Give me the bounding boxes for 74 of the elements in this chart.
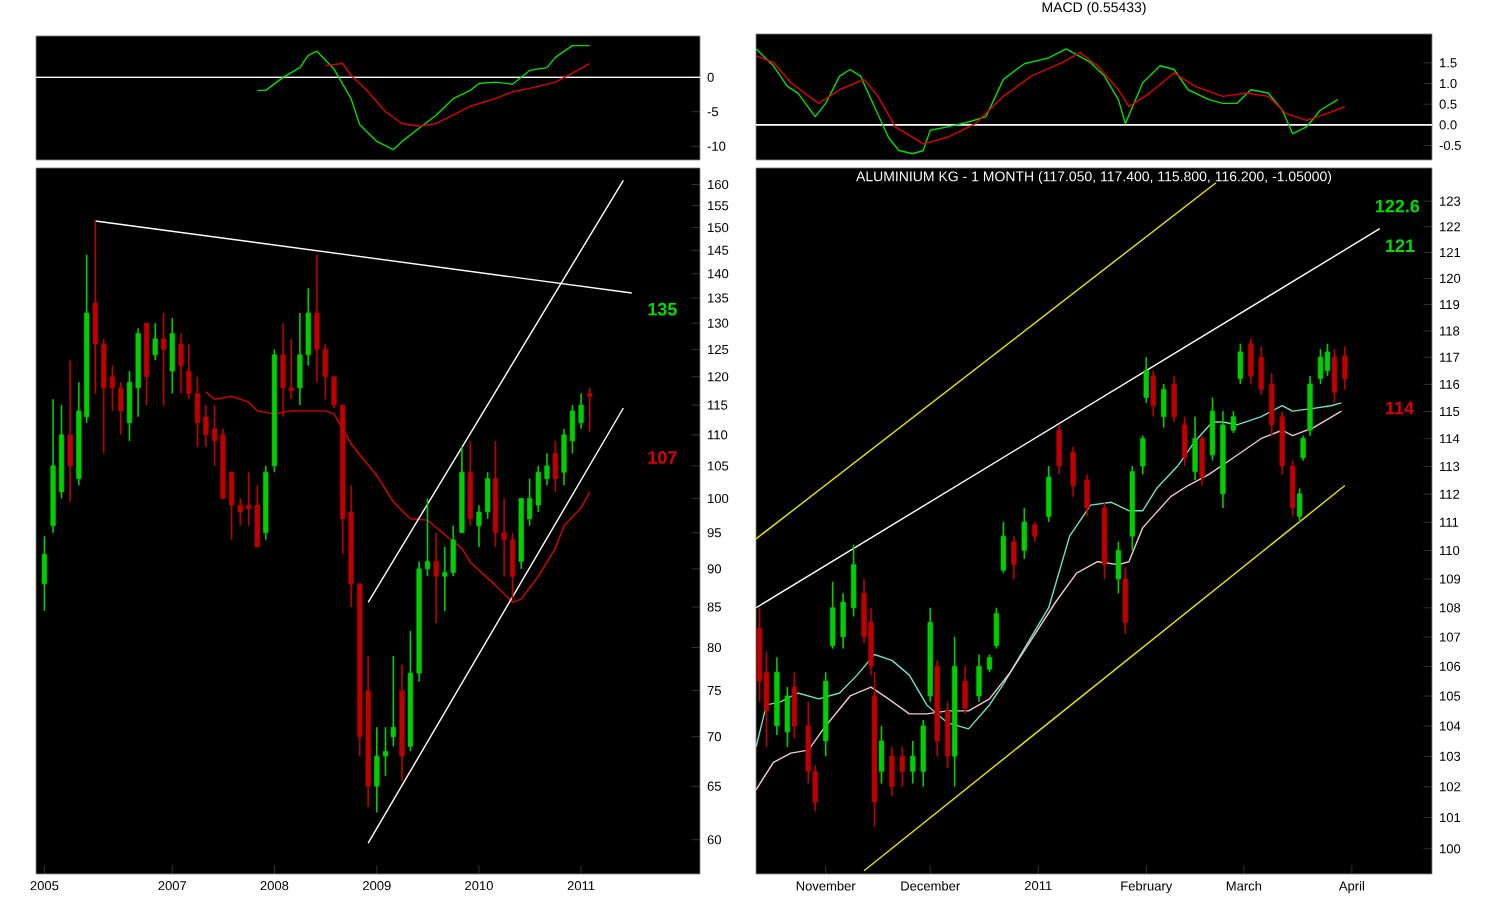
candlestick [1140,434,1146,476]
line-series [324,62,591,127]
candlestick [1150,369,1156,418]
candlestick [1000,521,1007,574]
candlestick [1258,345,1264,396]
candlestick [194,375,201,448]
candlestick [1199,434,1205,487]
annotation: 135 [648,302,677,316]
candlestick [467,440,473,527]
candlestick [791,671,797,739]
candlestick [41,535,48,612]
candlestick [178,332,184,395]
candlestick [976,653,982,703]
candlestick [850,543,857,618]
candlestick [1289,459,1296,518]
candlestick [1269,372,1275,437]
candlestick [1171,375,1177,423]
candlestick [1122,566,1129,635]
annotation: 122.6 [1375,199,1420,213]
candlestick [1300,434,1306,462]
candlestick [1317,348,1324,385]
candlestick [67,359,73,503]
candlestick [1115,540,1122,595]
candlestick [1032,521,1038,543]
candlestick [552,440,558,493]
candlestick [374,726,380,814]
candlestick [450,524,456,578]
candlestick [944,701,951,770]
annotation: 107 [648,451,677,464]
candlestick [297,312,303,406]
candlestick [1331,348,1338,404]
candlestick [1342,345,1348,391]
candlestick [160,312,167,406]
candlestick [993,606,1000,650]
candlestick [840,592,846,650]
candlestick [152,322,158,361]
candlestick [1056,424,1062,476]
candlestick [288,337,294,401]
candlestick [433,531,439,624]
candlestick [1237,342,1244,385]
candlestick [830,580,836,650]
candlestick [899,746,906,788]
candlestick [910,740,916,785]
candlestick [1143,356,1149,404]
candlestick [390,655,396,748]
candlestick [878,725,885,785]
candlestick [889,746,895,797]
candlestick [1046,465,1052,523]
candlestick [784,686,791,748]
candlestick [1209,396,1216,462]
candlestick [587,387,593,433]
candlestick [1161,383,1167,429]
candlestick [1070,445,1076,498]
candlestick [442,546,448,612]
candlestick [280,322,286,418]
candlestick [1011,535,1017,580]
candlestick [1192,415,1198,481]
annotation: 114 [1386,401,1414,415]
candlestick [169,317,175,395]
candlestick [509,531,516,601]
candlestick [1248,337,1254,385]
candlestick [254,484,260,548]
annotation: 121 [1386,239,1415,252]
line-series [256,44,591,151]
candlestick [1296,487,1303,523]
candlestick [314,254,320,384]
candlestick [1084,473,1090,518]
candlestick [1181,415,1188,467]
candlestick [1021,507,1027,560]
candlestick [1324,342,1331,377]
candlestick [962,665,968,715]
candlestick [1230,410,1237,434]
candlestick [1307,375,1313,437]
candlestick [920,719,926,788]
